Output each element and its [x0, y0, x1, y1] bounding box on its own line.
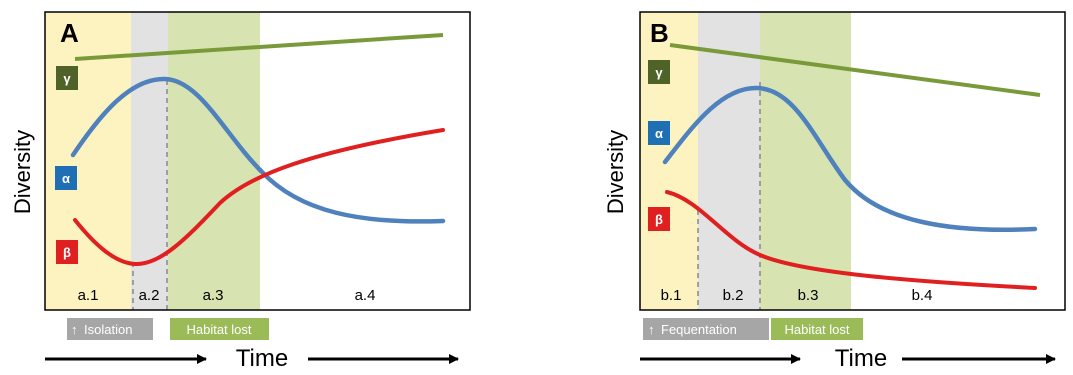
time-label: Time [835, 345, 887, 370]
beta-line [73, 128, 445, 267]
phase-label: a.4 [355, 287, 376, 304]
phase-a3-bg [168, 12, 260, 310]
svg-text:Isolation: Isolation [84, 322, 132, 337]
alpha-line [70, 76, 446, 224]
gamma-badge: γ [648, 60, 670, 84]
isolation-tag: ↑ Isolation [67, 318, 153, 340]
beta-badge: β [648, 207, 670, 231]
phase-label: b.1 [661, 287, 682, 304]
svg-text:β: β [63, 245, 71, 260]
svg-text:γ: γ [655, 65, 663, 80]
panel-letter: B [650, 18, 669, 48]
panel-letter: A [60, 18, 79, 48]
beta-line [665, 190, 1037, 290]
svg-text:Habitat lost: Habitat lost [186, 322, 251, 337]
panel-frame [639, 11, 1066, 311]
phase-label: b.2 [723, 287, 744, 304]
habitat-lost-tag: Habitat lost [170, 318, 269, 340]
fequentation-tag: ↑ Fequentation [643, 318, 769, 340]
phase-b1-bg [640, 12, 698, 310]
gamma-badge: γ [56, 66, 78, 90]
beta-badge: β [56, 240, 78, 264]
phase-label: a.1 [78, 287, 99, 304]
panel-b: B γ α β Diversity b.1 b.2 b.3 b.4 ↑ Fequ… [603, 11, 1066, 372]
up-arrow-icon: ↑ [71, 322, 78, 337]
up-arrow-icon: ↑ [648, 322, 655, 337]
phase-label: b.3 [798, 287, 819, 304]
svg-text:α: α [62, 171, 70, 186]
svg-text:β: β [655, 212, 663, 227]
panel-a: A γ α β Diversity a.1 a.2 a.3 a.4 ↑ Isol… [10, 11, 471, 372]
svg-text:γ: γ [63, 71, 71, 86]
alpha-line [662, 85, 1038, 233]
svg-text:Fequentation: Fequentation [661, 322, 737, 337]
svg-text:α: α [655, 126, 663, 141]
svg-text:Habitat lost: Habitat lost [784, 322, 849, 337]
alpha-badge: α [648, 121, 670, 145]
phase-label: a.2 [139, 287, 160, 304]
panel-frame [44, 11, 471, 311]
phase-b2-bg [698, 12, 760, 310]
y-axis-label: Diversity [10, 130, 35, 214]
phase-label: a.3 [203, 287, 224, 304]
gamma-line [669, 43, 1041, 97]
time-label: Time [236, 345, 288, 370]
alpha-badge: α [55, 166, 77, 190]
gamma-line [74, 33, 444, 61]
habitat-lost-tag: Habitat lost [771, 318, 863, 340]
y-axis-label: Diversity [603, 130, 628, 214]
phase-label: b.4 [912, 287, 933, 304]
